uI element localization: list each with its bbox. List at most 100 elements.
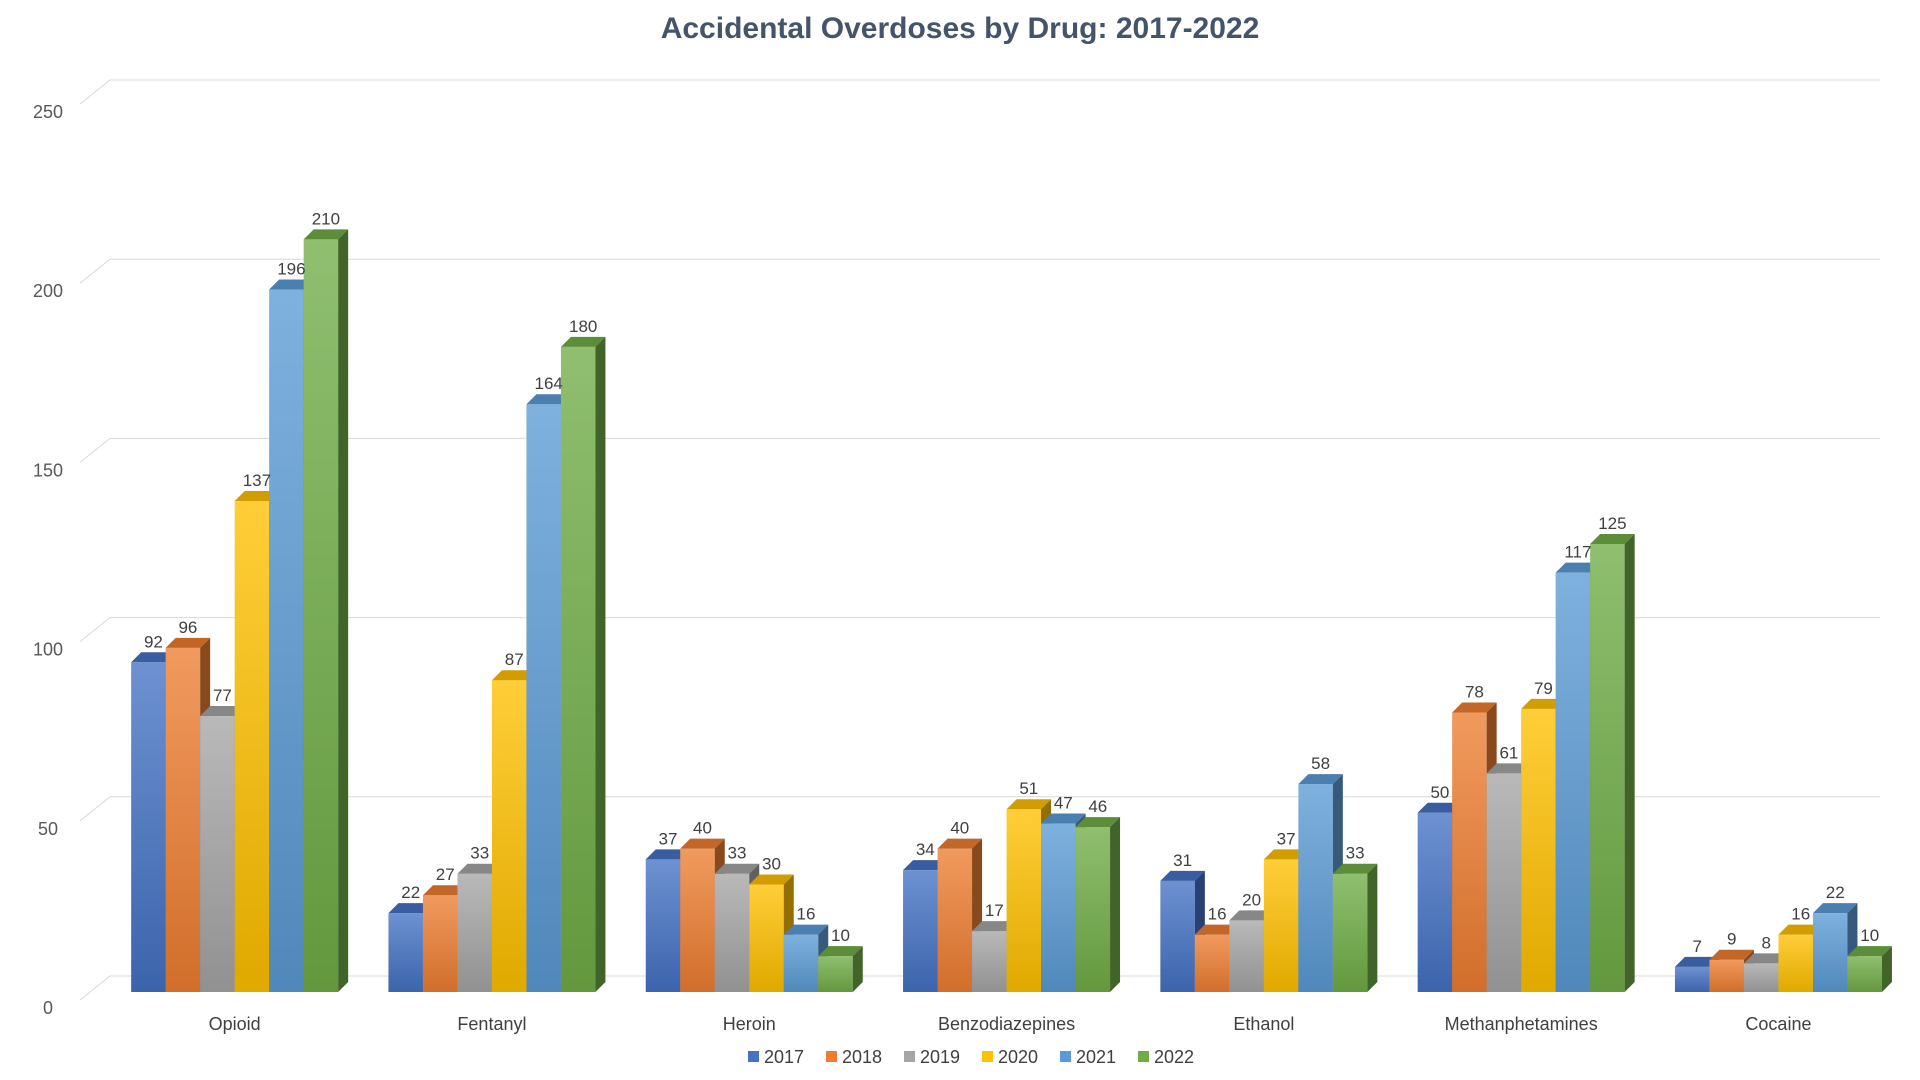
data-label: 47 (1054, 794, 1073, 813)
data-label: 77 (213, 686, 232, 705)
bar-top (1847, 946, 1892, 957)
bar-top (1298, 774, 1343, 785)
data-label: 40 (950, 819, 969, 838)
bar-top (1674, 956, 1720, 967)
bar-top (303, 229, 349, 240)
bar-front (269, 289, 304, 992)
data-label: 96 (178, 618, 197, 637)
bar-top (526, 394, 571, 405)
data-label: 92 (144, 632, 163, 651)
y-tick-label: 150 (33, 460, 63, 480)
data-label: 137 (243, 471, 271, 490)
bar-front (1263, 859, 1299, 992)
bar-top (1555, 562, 1601, 573)
bar-front (1075, 827, 1111, 992)
bar (303, 229, 349, 993)
bar (1847, 946, 1892, 992)
bar-front (131, 662, 166, 992)
bar-top (1006, 799, 1052, 810)
data-label: 40 (693, 819, 712, 838)
bar-front (1486, 773, 1522, 992)
bar-top (422, 885, 468, 896)
bar-top (1229, 910, 1274, 921)
data-labels: 9296771371962102227338716418037403330161… (144, 209, 1879, 956)
bar-front (1229, 920, 1264, 992)
bar-top (491, 670, 537, 681)
bar-front (818, 956, 853, 992)
bar-top (937, 838, 983, 849)
bar-top (1743, 953, 1789, 964)
bar-front (1778, 934, 1813, 992)
data-label: 58 (1311, 754, 1330, 773)
data-label: 20 (1242, 890, 1261, 909)
x-tick-label: Fentanyl (457, 1014, 526, 1034)
data-label: 9 (1727, 930, 1736, 949)
data-label: 16 (1791, 905, 1810, 924)
bar-top (645, 849, 691, 860)
data-label: 22 (401, 883, 420, 902)
bar-top (1075, 817, 1121, 828)
data-label: 8 (1761, 933, 1770, 952)
bar-top (783, 924, 829, 935)
bar-top (818, 946, 863, 957)
gridlines (79, 79, 1880, 1001)
bar-top (1486, 763, 1532, 774)
bar (1160, 870, 1205, 992)
legend-label: 2021 (1076, 1047, 1116, 1067)
bar-front (1521, 708, 1556, 992)
data-label: 33 (470, 844, 489, 863)
bar-top (680, 838, 725, 849)
bar-front (1847, 956, 1882, 992)
legend-label: 2019 (920, 1047, 960, 1067)
bar-front (560, 346, 596, 992)
gridline (79, 617, 1880, 642)
bar-top (165, 637, 211, 648)
bar (818, 946, 863, 992)
bar-top (1263, 849, 1309, 860)
bar-side (1110, 817, 1121, 992)
data-label: 50 (1430, 783, 1449, 802)
bar-front (1160, 880, 1195, 992)
bar-front (526, 404, 561, 992)
legend-label: 2022 (1154, 1047, 1194, 1067)
bar-side (338, 229, 349, 993)
bar-top (269, 279, 314, 290)
bar-top (1332, 863, 1378, 874)
bar-front (200, 716, 235, 992)
bar-top (131, 652, 176, 663)
bar-top (234, 490, 280, 501)
bar-front (1332, 873, 1368, 992)
data-label: 78 (1465, 682, 1484, 701)
bar-front (903, 870, 938, 992)
y-axis-ticks: 0 50 100 150 200 250 (33, 102, 63, 1018)
bar-top (1041, 813, 1086, 824)
data-label: 16 (797, 905, 816, 924)
bar-front (1298, 784, 1333, 992)
data-label: 164 (535, 374, 563, 393)
bar-front (645, 859, 681, 992)
bar-side (1624, 534, 1635, 992)
x-tick-label: Ethanol (1233, 1014, 1294, 1034)
bar-top (1417, 802, 1463, 813)
bar-front (1041, 823, 1076, 992)
bar-top (1194, 924, 1240, 935)
legend-swatch (904, 1051, 915, 1062)
bar-top (1452, 702, 1497, 713)
data-label: 117 (1564, 543, 1591, 562)
data-label: 79 (1534, 679, 1553, 698)
bar (1332, 863, 1378, 992)
x-tick-label: Heroin (723, 1014, 776, 1034)
bars (131, 229, 1892, 993)
bar-top (1709, 949, 1754, 960)
x-tick-label: Cocaine (1745, 1014, 1811, 1034)
gridline (79, 796, 1880, 822)
data-label: 27 (436, 865, 455, 884)
legend-label: 2020 (998, 1047, 1038, 1067)
bar (560, 336, 606, 992)
bar-front (1743, 963, 1779, 992)
bar-front (422, 895, 458, 992)
bar-front (491, 680, 527, 992)
bar-front (714, 873, 750, 992)
bar-front (972, 931, 1007, 992)
